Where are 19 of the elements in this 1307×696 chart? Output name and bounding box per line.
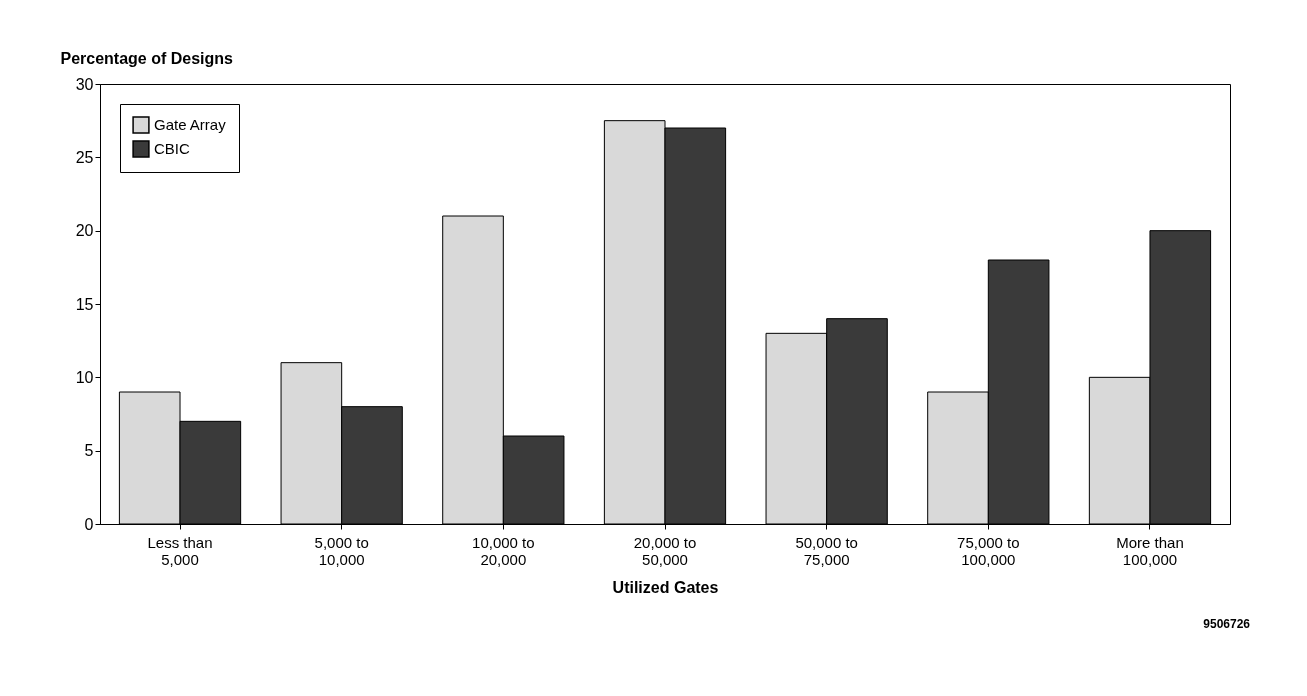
y-tick-label: 15 bbox=[75, 295, 94, 313]
x-tick-label: 20,000 to 50,000 bbox=[633, 533, 697, 568]
x-tick-label: 75,000 to 100,000 bbox=[957, 533, 1020, 568]
x-tick-label: More than 100,000 bbox=[1116, 533, 1184, 568]
x-axis-title: Utilized Gates bbox=[612, 578, 719, 596]
x-tick-label: 10,000 to 20,000 bbox=[472, 533, 535, 568]
y-tick-label: 30 bbox=[75, 75, 94, 93]
y-tick-label: 10 bbox=[75, 368, 94, 386]
x-tick-label: 5,000 to 10,000 bbox=[314, 533, 369, 568]
y-tick-label: 25 bbox=[75, 148, 94, 166]
x-tick-label: Less than 5,000 bbox=[147, 533, 213, 568]
y-tick-label: 5 bbox=[84, 442, 94, 460]
y-tick-label: 20 bbox=[75, 222, 94, 240]
y-axis-title: Percentage of Designs bbox=[60, 49, 234, 67]
y-tick-label: 0 bbox=[84, 515, 94, 533]
legend-label: CBIC bbox=[154, 140, 190, 157]
legend-label: Gate Array bbox=[154, 116, 227, 133]
text: 9506726 bbox=[1203, 617, 1251, 631]
x-tick-label: 50,000 to 75,000 bbox=[795, 533, 858, 568]
